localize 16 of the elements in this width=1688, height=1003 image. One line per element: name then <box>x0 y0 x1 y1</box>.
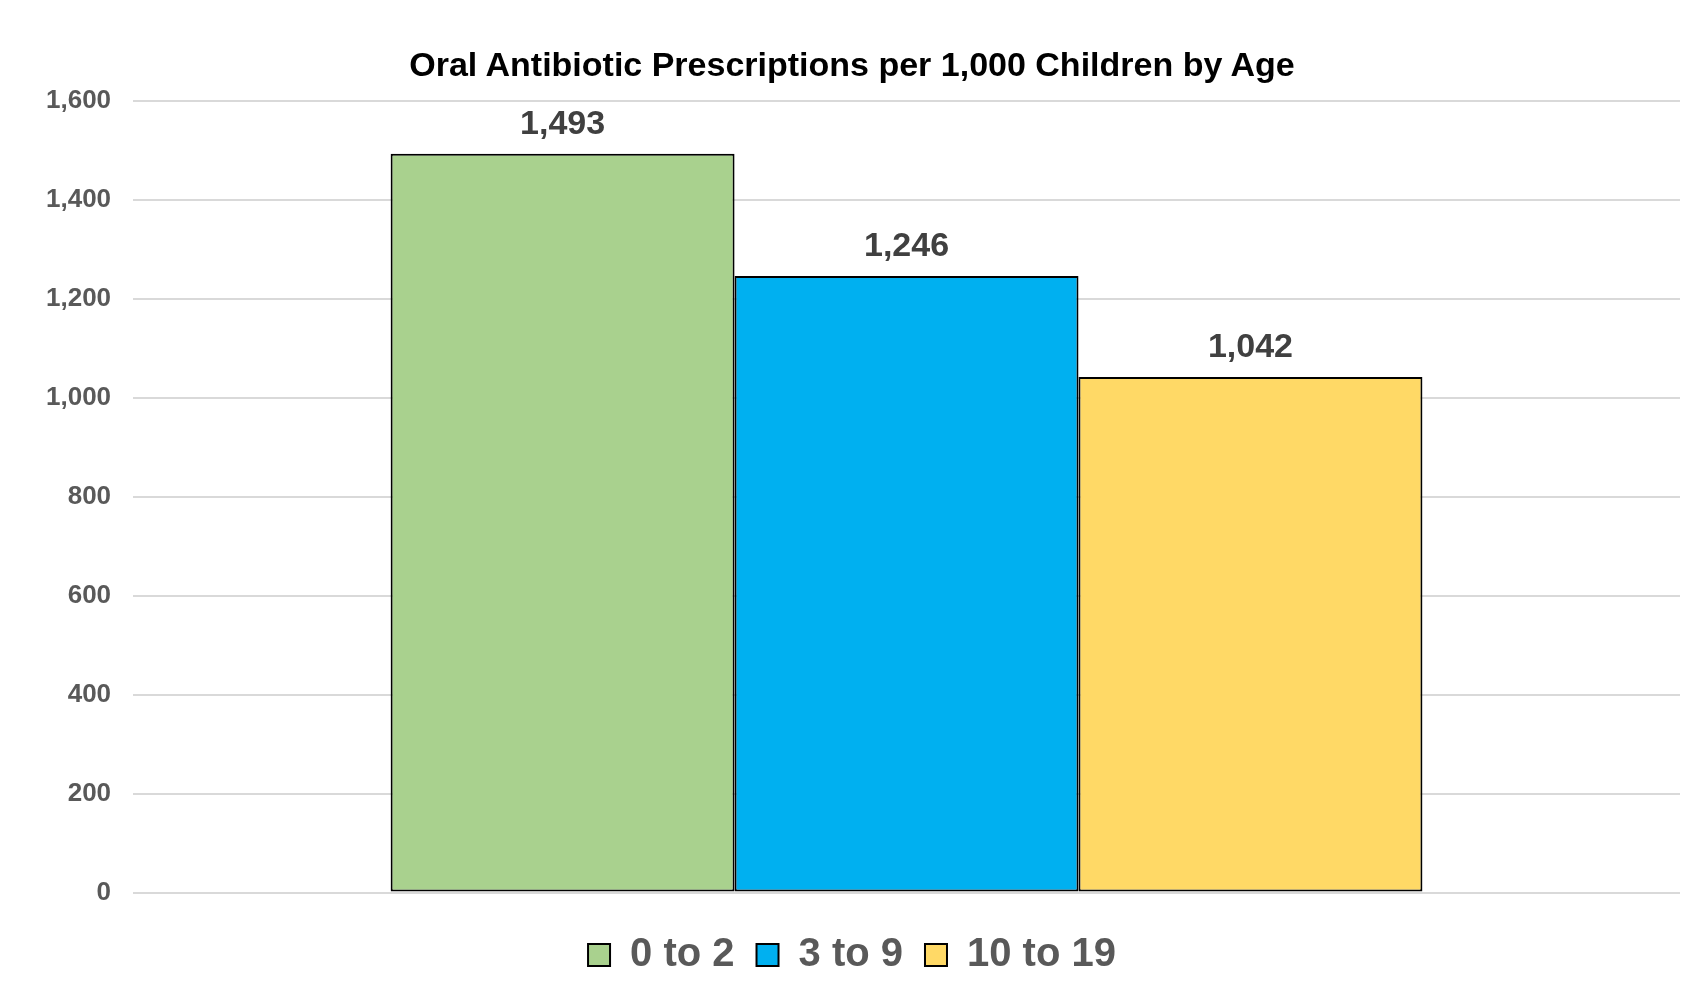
chart-title: Oral Antibiotic Prescriptions per 1,000 Children by Age <box>409 44 1295 83</box>
y-tick-label: 1,600 <box>45 83 112 114</box>
y-tick-label: 0 <box>96 875 112 906</box>
legend-label: 3 to 9 <box>798 930 903 975</box>
y-tick-label: 600 <box>67 578 112 609</box>
y-tick-label: 1,200 <box>45 281 112 312</box>
legend-label: 0 to 2 <box>630 930 735 975</box>
y-tick-label: 1,000 <box>45 380 112 411</box>
y-tick-label: 400 <box>67 677 112 708</box>
y-tick-label: 800 <box>67 479 112 510</box>
data-label: 1,493 <box>520 103 606 142</box>
data-label: 1,042 <box>1207 326 1294 365</box>
legend-label: 10 to 19 <box>966 930 1116 975</box>
y-tick-label: 1,400 <box>45 182 112 213</box>
y-tick-label: 200 <box>67 776 112 807</box>
data-label: 1,246 <box>863 225 950 264</box>
